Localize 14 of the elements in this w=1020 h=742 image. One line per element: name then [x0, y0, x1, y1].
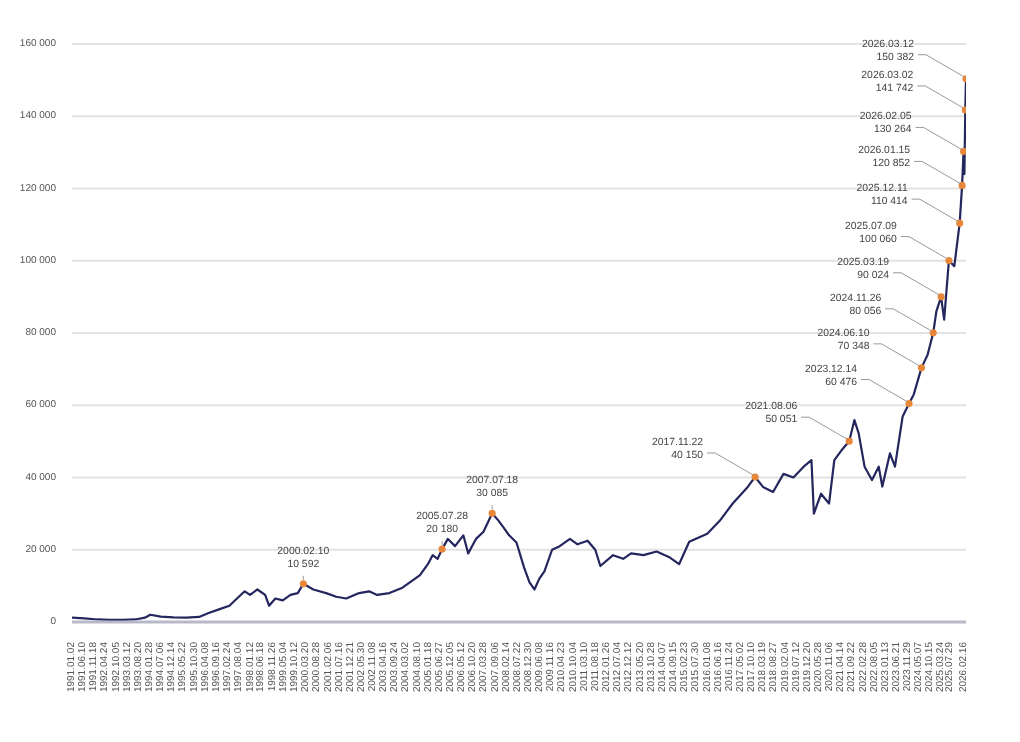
- point: [945, 256, 953, 265]
- line-series: [72, 77, 966, 621]
- point: [956, 219, 964, 227]
- point: [438, 545, 446, 553]
- point: [488, 509, 496, 517]
- point: [917, 364, 926, 372]
- point: [960, 147, 966, 155]
- point: [929, 329, 937, 337]
- point: [958, 181, 966, 189]
- point: [751, 473, 759, 481]
- point: [845, 437, 853, 445]
- point: [299, 580, 307, 588]
- point: [937, 293, 945, 301]
- point: [905, 399, 913, 408]
